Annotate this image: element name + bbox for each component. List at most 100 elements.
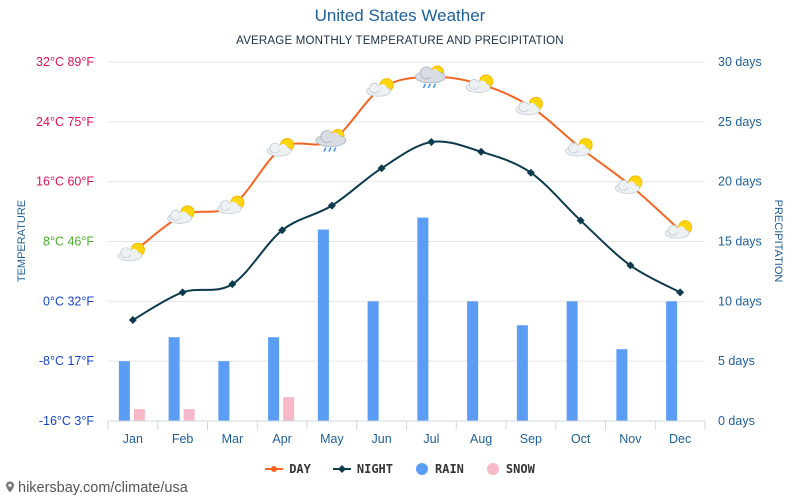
rain-bar[interactable] (566, 301, 578, 421)
cloud-puff (120, 247, 132, 259)
month-label: Dec (669, 432, 691, 446)
rain-bar[interactable] (367, 301, 379, 421)
y-axis-title-left: TEMPERATURE (16, 200, 28, 282)
cloud-puff (478, 80, 487, 89)
cloud-puff (627, 181, 636, 190)
cloud-puff (369, 82, 381, 94)
month-label: Jul (423, 432, 439, 446)
right-tick-label: 10 days (718, 294, 762, 308)
legend-rain[interactable]: RAIN (415, 462, 464, 476)
night-line (132, 140, 681, 321)
night-point[interactable] (576, 216, 585, 225)
month-label: Sep (520, 432, 542, 446)
rain-bar[interactable] (467, 301, 479, 421)
rain-bar[interactable] (516, 325, 528, 421)
cloud-puff (329, 132, 340, 143)
rain-drop (422, 83, 427, 89)
left-tick-label: -8°C 17°F (39, 354, 95, 368)
night-point[interactable] (327, 201, 336, 210)
sun-cloud-icon (117, 242, 145, 262)
legend-snow-dot-icon (486, 463, 499, 475)
chart-subtitle: AVERAGE MONTHLY TEMPERATURE AND PRECIPIT… (236, 35, 564, 47)
cloud-puff (179, 211, 188, 220)
sun-cloud-icon (465, 74, 494, 93)
sun-cloud-icon (614, 175, 643, 194)
month-label: Oct (571, 432, 591, 446)
day-line (132, 75, 681, 254)
left-tick-label: 16°C 60°F (36, 175, 94, 189)
snow-bar[interactable] (283, 397, 295, 421)
rain-drop (432, 83, 437, 89)
rain-drop (323, 147, 327, 152)
rain-cloud-icon (315, 129, 347, 152)
left-tick-label: 24°C 75°F (36, 115, 94, 129)
cloud-puff (677, 226, 686, 235)
legend-rain-label: RAIN (435, 462, 464, 476)
night-point[interactable] (178, 288, 187, 297)
sun-cloud-icon (565, 138, 593, 157)
left-tick-label: 0°C 32°F (43, 294, 94, 308)
source-credit[interactable]: hikersbay.com/climate/usa (4, 480, 188, 496)
legend-snow[interactable]: SNOW (486, 462, 535, 476)
rain-drop (427, 83, 432, 89)
cloud-puff (378, 84, 387, 93)
cloud-puff (518, 101, 530, 113)
grid-lines (108, 61, 705, 422)
rain-bar[interactable] (118, 361, 130, 421)
rain-bar[interactable] (168, 337, 180, 421)
cloud-puff (468, 79, 480, 90)
snow-bar[interactable] (133, 409, 145, 421)
legend-day-line-icon (265, 466, 284, 472)
weather-icons (117, 65, 693, 262)
sun-cloud-icon (515, 96, 543, 116)
legend-night-line-icon (332, 465, 351, 473)
rain-bar[interactable] (616, 349, 628, 421)
location-pin-icon (6, 481, 14, 493)
night-point[interactable] (676, 288, 685, 297)
month-label: Jan (123, 432, 143, 446)
right-tick-label: 0 days (718, 414, 755, 428)
legend: DAY NIGHT RAIN SNOW (0, 462, 800, 476)
legend-night[interactable]: NIGHT (332, 462, 393, 476)
night-point[interactable] (626, 261, 635, 270)
right-tick-label: 30 days (718, 55, 762, 69)
night-point[interactable] (377, 164, 386, 173)
month-label: Aug (470, 432, 492, 446)
axes: 32°C 89°F 24°C 75°F 16°C 60°F 8°C 46°F 0°C 3… (16, 55, 784, 446)
right-tick-label: 25 days (718, 115, 762, 129)
right-tick-label: 20 days (718, 175, 762, 189)
night-point[interactable] (228, 280, 237, 289)
night-point[interactable] (278, 226, 287, 235)
rain-bar[interactable] (666, 301, 678, 421)
rain-bar[interactable] (268, 337, 280, 421)
rain-bar[interactable] (218, 361, 230, 421)
cloud-puff (429, 68, 440, 79)
legend-day-label: DAY (289, 462, 311, 476)
temperature-lines (128, 73, 685, 325)
climate-chart: 32°C 89°F 24°C 75°F 16°C 60°F 8°C 46°F 0°C 3… (16, 55, 784, 446)
rain-bar[interactable] (317, 229, 329, 421)
legend-day[interactable]: DAY (265, 462, 311, 476)
legend-rain-dot-icon (416, 463, 428, 475)
night-point[interactable] (477, 147, 486, 156)
sun-cloud-icon (167, 205, 195, 224)
rain-cloud-icon (414, 65, 446, 89)
night-point[interactable] (427, 138, 436, 147)
cloud-puff (568, 142, 580, 154)
y-axis-title-right: PRECIPITATION (772, 200, 784, 283)
snow-bar[interactable] (183, 409, 195, 421)
sun-cloud-icon (664, 220, 693, 239)
night-point[interactable] (526, 168, 535, 177)
rain-bar[interactable] (417, 217, 429, 421)
cloud-puff (129, 248, 138, 257)
month-label: Feb (172, 432, 194, 446)
sun-cloud-icon (216, 195, 245, 215)
night-point[interactable] (128, 316, 137, 325)
legend-snow-label: SNOW (505, 462, 535, 476)
chart-title: United States Weather (314, 6, 486, 25)
month-label: Apr (272, 432, 291, 446)
sun-cloud-icon (266, 138, 295, 157)
cloud-puff (170, 209, 182, 221)
month-label: Jun (372, 432, 392, 446)
source-credit-text: hikersbay.com/climate/usa (18, 480, 188, 496)
